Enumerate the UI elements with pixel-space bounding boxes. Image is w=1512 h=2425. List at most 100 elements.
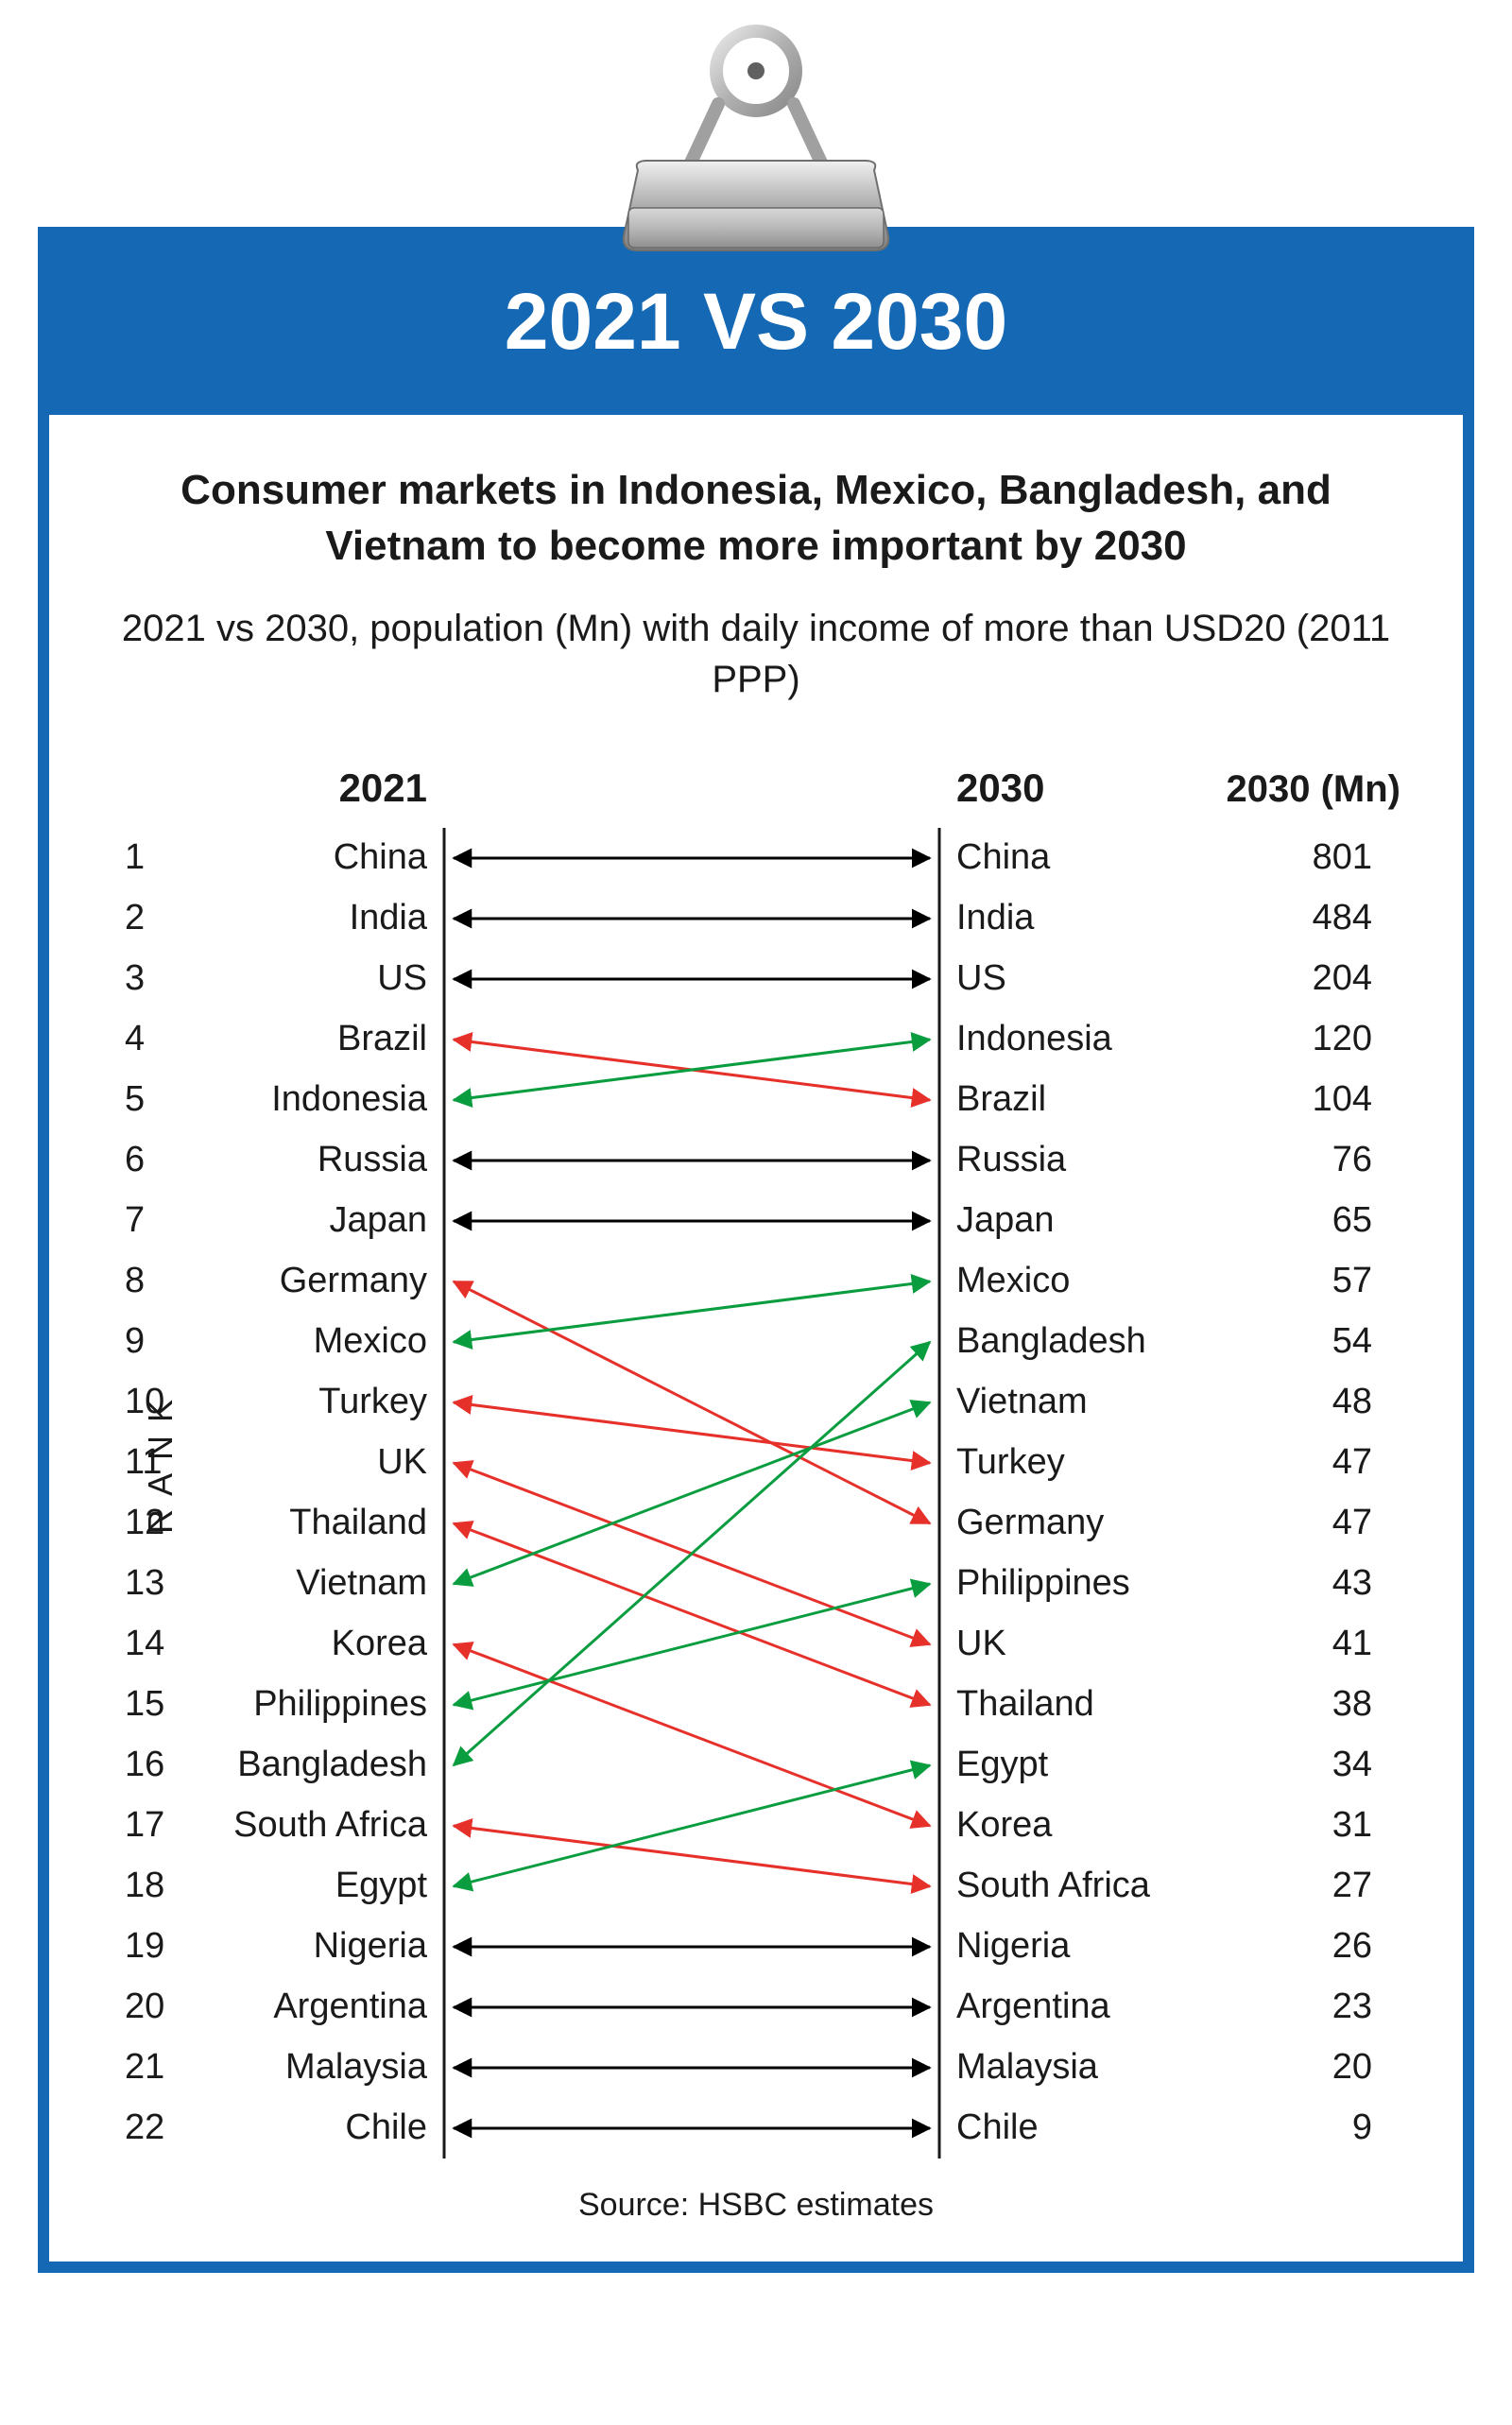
chart-title: 2021 VS 2030 <box>505 277 1007 366</box>
rank-cell: 18 <box>115 1856 191 1917</box>
chart-subsubtitle: 2021 vs 2030, population (Mn) with daily… <box>115 603 1397 705</box>
country-2021-cell: Argentina <box>191 1977 437 2038</box>
country-2021-cell: Indonesia <box>191 1070 437 1130</box>
country-2021-cell: Turkey <box>191 1372 437 1433</box>
column-mn: 2030 (Mn) 801484204120104766557544847474… <box>1211 762 1400 2158</box>
mn-cell: 204 <box>1211 949 1400 1009</box>
country-2030-cell: Malaysia <box>947 2038 1211 2098</box>
rank-cell: 20 <box>115 1977 191 2038</box>
country-2021-cell: Mexico <box>191 1312 437 1372</box>
rank-arrow <box>454 1281 930 1342</box>
country-2030-cell: UK <box>947 1614 1211 1675</box>
country-2021-cell: Malaysia <box>191 2038 437 2098</box>
mn-cell: 484 <box>1211 888 1400 949</box>
country-2021-cell: Vietnam <box>191 1554 437 1614</box>
rank-cell: 14 <box>115 1614 191 1675</box>
rank-arrow <box>454 1644 930 1826</box>
country-2021-cell: Germany <box>191 1251 437 1312</box>
binder-clip-icon <box>576 19 936 265</box>
country-2021-cell: Thailand <box>191 1493 437 1554</box>
rank-arrow <box>454 1281 930 1523</box>
country-2030-cell: US <box>947 949 1211 1009</box>
mn-cell: 38 <box>1211 1675 1400 1735</box>
rank-cell: 2 <box>115 888 191 949</box>
rank-arrow <box>454 1523 930 1705</box>
country-2030-cell: Philippines <box>947 1554 1211 1614</box>
rank-column: 12345678910111213141516171819202122 <box>115 762 191 2158</box>
country-2030-cell: Korea <box>947 1796 1211 1856</box>
rank-cell: 19 <box>115 1917 191 1977</box>
rank-cell: 5 <box>115 1070 191 1130</box>
rank-cell: 12 <box>115 1493 191 1554</box>
country-2021-cell: Nigeria <box>191 1917 437 1977</box>
clipboard-board: 2021 VS 2030 Consumer markets in Indones… <box>38 227 1474 2273</box>
country-2030-cell: Russia <box>947 1130 1211 1191</box>
rank-cell: 21 <box>115 2038 191 2098</box>
rank-arrow <box>454 1342 930 1765</box>
mn-cell: 23 <box>1211 1977 1400 2038</box>
country-2021-cell: Japan <box>191 1191 437 1251</box>
country-2030-cell: Turkey <box>947 1433 1211 1493</box>
country-2021-cell: China <box>191 828 437 888</box>
rank-cell: 9 <box>115 1312 191 1372</box>
chart-content: Consumer markets in Indonesia, Mexico, B… <box>49 415 1463 2262</box>
rank-cell: 17 <box>115 1796 191 1856</box>
country-2030-cell: Japan <box>947 1191 1211 1251</box>
country-2021-cell: US <box>191 949 437 1009</box>
rank-cell: 13 <box>115 1554 191 1614</box>
mn-cell: 27 <box>1211 1856 1400 1917</box>
slope-chart: 12345678910111213141516171819202122 2021… <box>115 762 1397 2158</box>
title-band: 2021 VS 2030 <box>49 238 1463 415</box>
rank-arrow <box>454 1402 930 1584</box>
mn-cell: 54 <box>1211 1312 1400 1372</box>
rank-cell: 15 <box>115 1675 191 1735</box>
rank-cell: 6 <box>115 1130 191 1191</box>
mn-cell: 34 <box>1211 1735 1400 1796</box>
mn-cell: 65 <box>1211 1191 1400 1251</box>
chart-subtitle: Consumer markets in Indonesia, Mexico, B… <box>115 462 1397 575</box>
country-2030-cell: China <box>947 828 1211 888</box>
country-2030-cell: Indonesia <box>947 1009 1211 1070</box>
country-2030-cell: Germany <box>947 1493 1211 1554</box>
clipboard-container: 2021 VS 2030 Consumer markets in Indones… <box>38 38 1474 2273</box>
country-2030-cell: Chile <box>947 2098 1211 2158</box>
country-2021-cell: Brazil <box>191 1009 437 1070</box>
mn-cell: 9 <box>1211 2098 1400 2158</box>
source-text: Source: HSBC estimates <box>115 2187 1397 2224</box>
country-2030-cell: Thailand <box>947 1675 1211 1735</box>
rank-cell: 10 <box>115 1372 191 1433</box>
mn-cell: 104 <box>1211 1070 1400 1130</box>
mn-cell: 57 <box>1211 1251 1400 1312</box>
arrows-column <box>437 762 947 2158</box>
rank-arrow <box>454 1826 930 1886</box>
country-2021-cell: Chile <box>191 2098 437 2158</box>
mn-cell: 26 <box>1211 1917 1400 1977</box>
country-2030-cell: Nigeria <box>947 1917 1211 1977</box>
mn-cell: 47 <box>1211 1493 1400 1554</box>
country-2021-cell: UK <box>191 1433 437 1493</box>
country-2030-cell: Egypt <box>947 1735 1211 1796</box>
header-2021: 2021 <box>339 765 427 811</box>
mn-cell: 76 <box>1211 1130 1400 1191</box>
mn-cell: 43 <box>1211 1554 1400 1614</box>
rank-cell: 8 <box>115 1251 191 1312</box>
mn-cell: 31 <box>1211 1796 1400 1856</box>
country-2030-cell: Mexico <box>947 1251 1211 1312</box>
rank-cell: 22 <box>115 2098 191 2158</box>
country-2030-cell: Brazil <box>947 1070 1211 1130</box>
column-2030: 2030 ChinaIndiaUSIndonesiaBrazilRussiaJa… <box>947 762 1211 2158</box>
country-2030-cell: South Africa <box>947 1856 1211 1917</box>
column-2021: 2021 ChinaIndiaUSBrazilIndonesiaRussiaJa… <box>191 762 437 2158</box>
mn-cell: 120 <box>1211 1009 1400 1070</box>
country-2021-cell: Philippines <box>191 1675 437 1735</box>
header-2030: 2030 <box>956 765 1044 811</box>
country-2021-cell: Russia <box>191 1130 437 1191</box>
country-2030-cell: Bangladesh <box>947 1312 1211 1372</box>
country-2021-cell: Bangladesh <box>191 1735 437 1796</box>
arrow-svg <box>437 828 947 2158</box>
mn-cell: 20 <box>1211 2038 1400 2098</box>
rank-cell: 7 <box>115 1191 191 1251</box>
rank-arrow <box>454 1402 930 1463</box>
country-2030-cell: India <box>947 888 1211 949</box>
country-2021-cell: India <box>191 888 437 949</box>
